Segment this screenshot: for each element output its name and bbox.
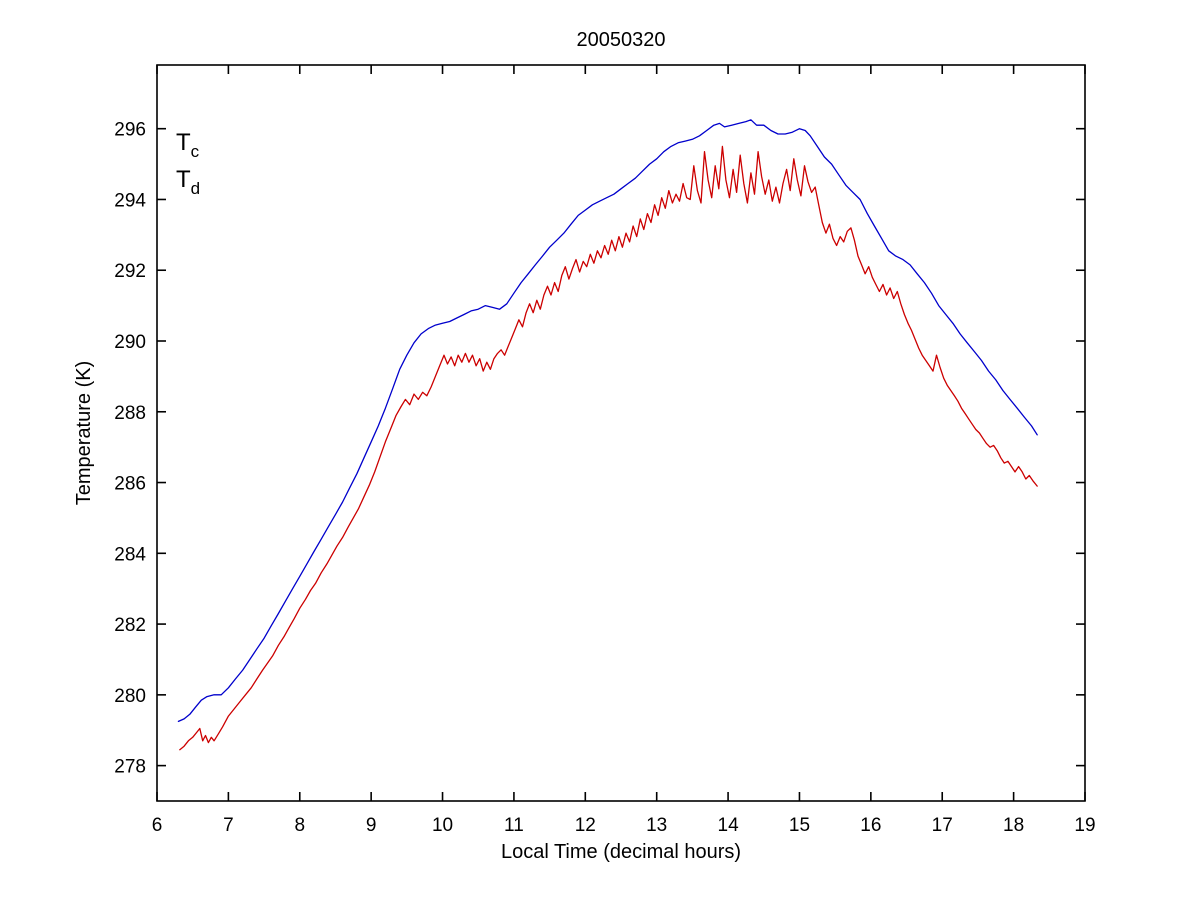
- legend-Tc-subscript: c: [191, 142, 200, 161]
- x-tick-label: 7: [223, 815, 234, 836]
- axis-ticks: [156, 65, 1086, 801]
- legend-label-Td: Td: [176, 166, 200, 198]
- y-tick-label: 282: [114, 615, 146, 636]
- x-tick-label: 10: [432, 815, 453, 836]
- legend-label-Tc: Tc: [176, 129, 200, 161]
- x-tick-label: 17: [932, 815, 953, 836]
- series-line-Td: [179, 145, 1038, 751]
- x-tick-label: 19: [1074, 815, 1095, 836]
- y-tick-label: 284: [114, 544, 146, 565]
- axis-tick-labels: 6 7 8 9 10 11 12 13 14 15 16 17 18 19 278 280 282 284 286 2…: [114, 120, 1095, 836]
- series-line-Tc: [177, 119, 1038, 723]
- x-tick-label: 18: [1003, 815, 1024, 836]
- x-tick-label: 8: [294, 815, 305, 836]
- x-axis-label: Local Time (decimal hours): [501, 841, 741, 863]
- legend-Tc-main: T: [176, 129, 191, 156]
- x-tick-label: 14: [718, 815, 740, 836]
- y-tick-label: 296: [114, 120, 146, 141]
- y-tick-label: 290: [114, 332, 146, 353]
- x-tick-label: 16: [860, 815, 881, 836]
- y-tick-label: 280: [114, 686, 146, 707]
- legend-Td-subscript: d: [191, 179, 200, 198]
- y-tick-label: 286: [114, 474, 146, 495]
- legend-Td-main: T: [176, 166, 191, 193]
- y-tick-label: 278: [114, 757, 146, 778]
- y-tick-label: 292: [114, 261, 146, 282]
- y-tick-label: 294: [114, 190, 146, 211]
- data-series: [177, 119, 1038, 751]
- x-tick-label: 11: [504, 815, 524, 836]
- x-tick-label: 13: [646, 815, 667, 836]
- x-tick-label: 12: [575, 815, 596, 836]
- x-tick-label: 9: [366, 815, 377, 836]
- x-tick-label: 15: [789, 815, 810, 836]
- x-tick-label: 6: [152, 815, 163, 836]
- y-axis-label: Temperature (K): [73, 361, 95, 506]
- y-tick-label: 288: [114, 403, 146, 424]
- plot-area-box: [156, 64, 1086, 802]
- chart-title: 20050320: [577, 29, 666, 51]
